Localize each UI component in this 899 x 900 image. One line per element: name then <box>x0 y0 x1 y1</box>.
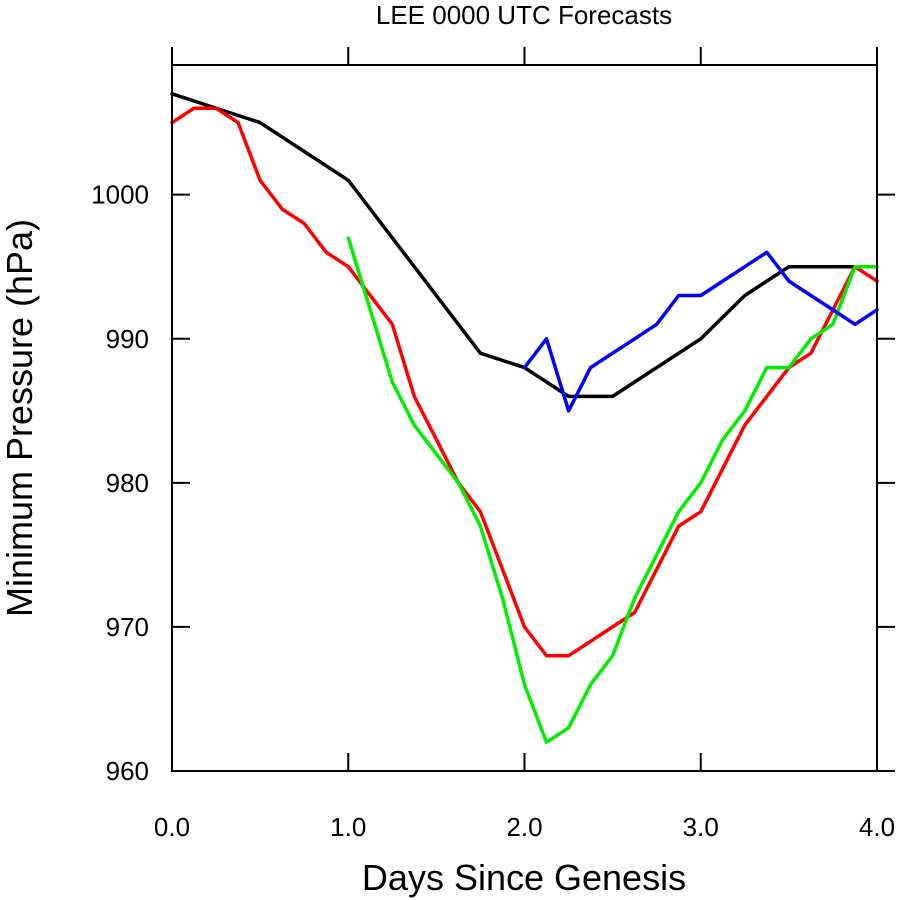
y-tick-label: 990 <box>106 324 149 354</box>
y-tick-label: 980 <box>106 468 149 498</box>
y-tick-label: 1000 <box>91 180 149 210</box>
series-line-4 <box>522 250 879 413</box>
y-tick-label: 960 <box>106 756 149 786</box>
series-line-1 <box>170 92 857 399</box>
axes-layer: 0.0 1.0 2.0 3.0 4.0 960 970 980 990 1000 <box>91 47 895 842</box>
y-axis-title: Minimum Pressure (hPa) <box>0 219 40 617</box>
y-tick-label: 970 <box>106 612 149 642</box>
x-tick-label: 1.0 <box>330 812 366 842</box>
series-line-2 <box>170 106 879 658</box>
x-axis-title: Days Since Genesis <box>362 857 686 898</box>
chart-title: LEE 0000 UTC Forecasts <box>376 0 672 30</box>
x-tick-label: 3.0 <box>683 812 719 842</box>
series-line-3 <box>346 236 879 744</box>
plot-frame <box>171 64 878 772</box>
x-tick-label: 4.0 <box>859 812 895 842</box>
x-tick-label: 2.0 <box>506 812 542 842</box>
series-layer <box>170 92 879 744</box>
x-tick-label: 0.0 <box>154 812 190 842</box>
